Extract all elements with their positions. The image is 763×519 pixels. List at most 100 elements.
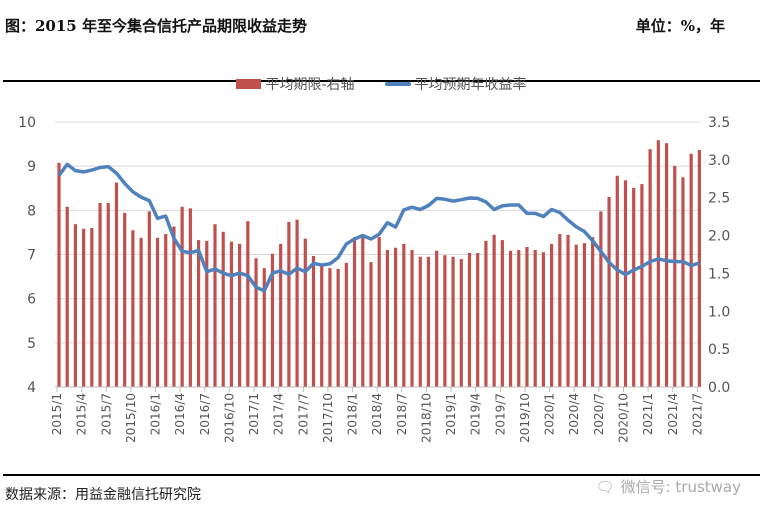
x-tick-label: 2019/4 (469, 393, 483, 435)
legend-line-label: 平均预期年收益率 (414, 77, 527, 93)
left-tick-label: 5 (27, 336, 36, 352)
bar (254, 258, 258, 387)
bar (402, 243, 406, 387)
bar (320, 265, 324, 387)
x-tick-label: 2016/10 (222, 393, 236, 443)
x-tick-label: 2020/7 (592, 393, 606, 435)
bar (270, 253, 275, 387)
bar (426, 256, 431, 387)
bar (303, 238, 307, 387)
bar (558, 234, 562, 387)
bar (311, 256, 316, 387)
bar (623, 180, 628, 387)
bar (476, 252, 480, 387)
bar (484, 240, 488, 387)
bar (467, 252, 472, 387)
bar (500, 240, 504, 387)
bar (632, 187, 636, 387)
bar (114, 182, 119, 387)
bar (361, 236, 365, 387)
bar (681, 177, 685, 387)
bar (82, 228, 86, 387)
bar (443, 255, 447, 387)
bar (517, 249, 521, 387)
bar (648, 149, 652, 387)
watermark-text: 微信号: trustway (620, 478, 741, 496)
bar (155, 237, 160, 387)
bar (599, 211, 603, 387)
bar (369, 262, 373, 387)
bar (73, 224, 78, 387)
bar (673, 165, 677, 387)
bar (246, 221, 250, 387)
x-tick-label: 2017/10 (321, 393, 335, 443)
bar (418, 256, 422, 387)
left-tick-label: 4 (27, 380, 36, 396)
bar (279, 243, 283, 387)
bar (172, 226, 176, 387)
bar (188, 208, 192, 387)
x-tick-label: 2018/1 (346, 393, 360, 435)
bar (90, 228, 94, 387)
x-tick-label: 2018/7 (395, 393, 409, 435)
wechat-icon: 🗨 (595, 477, 615, 496)
bar (615, 175, 619, 387)
bar (131, 230, 135, 387)
right-tick-label: 3.5 (708, 115, 730, 131)
x-tick-label: 2019/7 (493, 393, 507, 435)
bar (550, 243, 554, 387)
bar (566, 234, 570, 387)
x-tick-label: 2020/4 (567, 393, 581, 435)
bar (221, 231, 225, 387)
bar (533, 249, 537, 387)
unit-label: 单位：%，年 (635, 17, 725, 35)
bar (295, 219, 299, 387)
legend-item-bar: 平均期限-右轴 (236, 74, 355, 94)
x-tick-label: 2020/1 (543, 393, 557, 435)
bar (451, 256, 455, 387)
left-tick-label: 9 (27, 159, 36, 175)
bar (344, 262, 348, 387)
bar (574, 244, 578, 387)
bar (196, 240, 201, 387)
left-tick-label: 10 (18, 115, 36, 131)
bar (689, 153, 693, 387)
x-tick-label: 2020/10 (616, 393, 630, 443)
bar (328, 268, 332, 387)
bar (336, 268, 340, 387)
legend: 平均期限-右轴 平均预期年收益率 (0, 74, 763, 94)
bar (385, 249, 389, 387)
right-tick-label: 2.0 (708, 229, 730, 245)
x-tick-label: 2015/7 (99, 393, 113, 435)
bar (65, 206, 69, 387)
x-tick-label: 2018/4 (370, 393, 384, 435)
bar (287, 221, 291, 387)
bar (640, 184, 644, 387)
x-tick-label: 2019/1 (444, 393, 458, 435)
bar (410, 249, 414, 387)
x-tick-label: 2015/4 (75, 393, 89, 435)
x-tick-label: 2016/1 (149, 393, 163, 435)
bar (591, 237, 595, 387)
bottom-rule (3, 474, 760, 476)
bar (106, 203, 110, 387)
left-tick-label: 6 (27, 292, 36, 308)
right-tick-label: 2.5 (708, 191, 730, 207)
bar (139, 237, 143, 387)
bar (213, 224, 217, 387)
bar (98, 203, 102, 387)
bar (664, 143, 669, 387)
legend-line-swatch (384, 82, 411, 86)
bar (377, 237, 381, 387)
legend-bar-label: 平均期限-右轴 (265, 77, 355, 93)
right-tick-label: 3.0 (708, 153, 730, 169)
right-tick-label: 0.5 (708, 342, 730, 358)
bar (205, 240, 209, 387)
x-tick-label: 2021/1 (641, 393, 655, 435)
bar (492, 234, 496, 387)
bar (697, 150, 701, 387)
bar (656, 140, 660, 387)
x-tick-label: 2019/10 (518, 393, 532, 443)
right-tick-label: 1.5 (708, 266, 730, 282)
